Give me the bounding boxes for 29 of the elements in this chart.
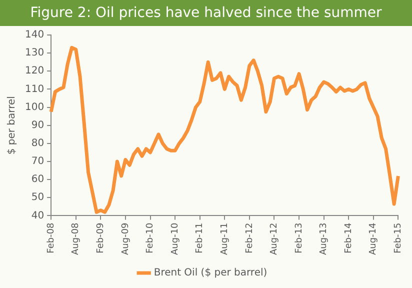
x-tick-label: Feb-10 <box>146 222 156 254</box>
x-tick-label: Aug-08 <box>71 222 82 256</box>
y-tick-label: 40 <box>31 210 44 222</box>
y-tick-label: 80 <box>31 138 44 150</box>
legend-label: Brent Oil ($ per barrel) <box>154 268 268 279</box>
y-tick-label: 100 <box>24 102 44 113</box>
y-tick-label: 90 <box>31 120 44 131</box>
y-axis-title: $ per barrel <box>6 96 18 155</box>
x-tick-label: Feb-11 <box>195 222 206 254</box>
x-tick-label: Aug-13 <box>319 222 330 256</box>
x-tick-label: Feb-14 <box>344 222 354 254</box>
x-tick-label: Feb-09 <box>96 222 106 254</box>
chart-title: Figure 2: Oil prices have halved since the summer <box>0 0 412 26</box>
y-tick-label: 50 <box>31 192 44 204</box>
y-tick-label: 140 <box>24 30 44 41</box>
y-tick-label: 70 <box>31 156 44 168</box>
x-tick-label: Aug-09 <box>120 222 131 256</box>
x-tick-label: Feb-08 <box>46 222 56 254</box>
x-tick-label: Aug-11 <box>220 222 230 256</box>
x-tick-label: Feb-13 <box>294 222 304 254</box>
y-tick-label: 110 <box>24 84 44 95</box>
x-tick-label: Aug-12 <box>270 222 280 256</box>
x-tick-label: Feb-15 <box>394 222 404 254</box>
y-tick-label: 60 <box>31 174 44 186</box>
x-tick-label: Aug-10 <box>170 222 180 256</box>
y-tick-label: 130 <box>24 48 44 59</box>
y-tick-label: 120 <box>24 66 44 77</box>
x-tick-label: Aug-14 <box>368 222 379 256</box>
x-tick-label: Feb-12 <box>244 222 255 254</box>
